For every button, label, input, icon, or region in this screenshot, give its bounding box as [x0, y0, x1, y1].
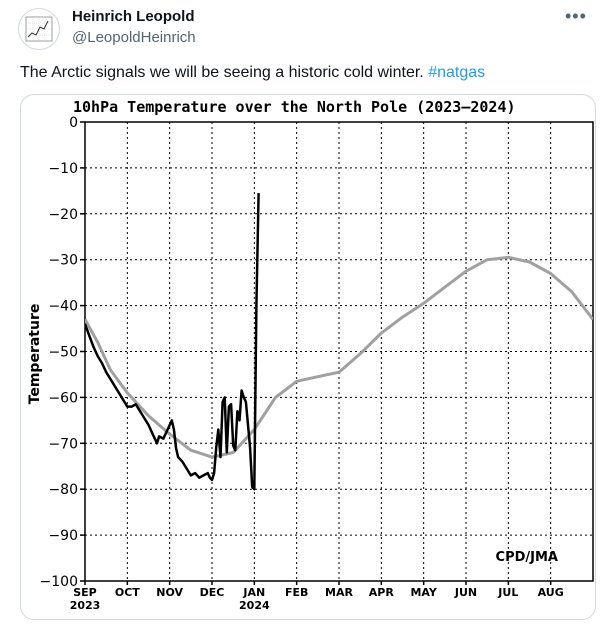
- x-tick-label: MAY: [410, 586, 437, 599]
- y-tick-label: −30: [48, 253, 78, 269]
- x-tick-label: APR: [369, 586, 395, 599]
- author-name[interactable]: Heinrich Leopold: [72, 8, 195, 25]
- x-tick-label: NOV: [156, 586, 183, 599]
- y-tick-label: −90: [48, 528, 78, 544]
- y-tick-label: −80: [48, 482, 78, 498]
- y-tick-label: −70: [48, 436, 78, 452]
- climatology-series-line: [85, 255, 593, 459]
- x-tick-label: SEP: [73, 586, 97, 599]
- author-handle[interactable]: @LeopoldHeinrich: [72, 29, 196, 46]
- hashtag-link[interactable]: #natgas: [428, 64, 486, 81]
- post-text: The Arctic signals we will be seeing a h…: [20, 64, 485, 82]
- x-tick-label: AUG: [538, 586, 564, 599]
- observed-series-line: [85, 193, 260, 491]
- x-tick-label: JUL: [497, 586, 518, 599]
- x-tick-label: JUN: [454, 586, 477, 599]
- x-tick-label: DEC: [200, 586, 225, 599]
- chart-title: 10hPa Temperature over the North Pole (2…: [73, 98, 516, 116]
- y-tick-label: −20: [48, 207, 78, 223]
- temperature-chart: 10hPa Temperature over the North Pole (2…: [27, 98, 594, 612]
- y-tick-label: −60: [48, 390, 78, 406]
- y-tick-label: −10: [48, 161, 78, 177]
- post-body: The Arctic signals we will be seeing a h…: [20, 64, 429, 81]
- more-icon[interactable]: •••: [565, 6, 587, 26]
- post-media[interactable]: 10hPa Temperature over the North Pole (2…: [20, 94, 596, 620]
- x-tick-sublabel: 2023: [70, 599, 101, 612]
- y-tick-label: 0: [69, 115, 78, 131]
- x-tick-label: OCT: [115, 586, 140, 599]
- y-axis-label: Temperature: [27, 304, 43, 405]
- chart-annotation: CPD/JMA: [496, 550, 558, 565]
- x-tick-label: FEB: [285, 586, 308, 599]
- x-tick-label: JAN: [242, 586, 265, 599]
- x-tick-label: MAR: [325, 586, 353, 599]
- avatar-chart-icon: [25, 16, 53, 42]
- avatar[interactable]: [18, 8, 60, 50]
- x-tick-sublabel: 2024: [239, 599, 270, 612]
- y-tick-label: −50: [48, 345, 78, 361]
- y-tick-label: −100: [40, 574, 78, 590]
- y-tick-label: −40: [48, 299, 78, 315]
